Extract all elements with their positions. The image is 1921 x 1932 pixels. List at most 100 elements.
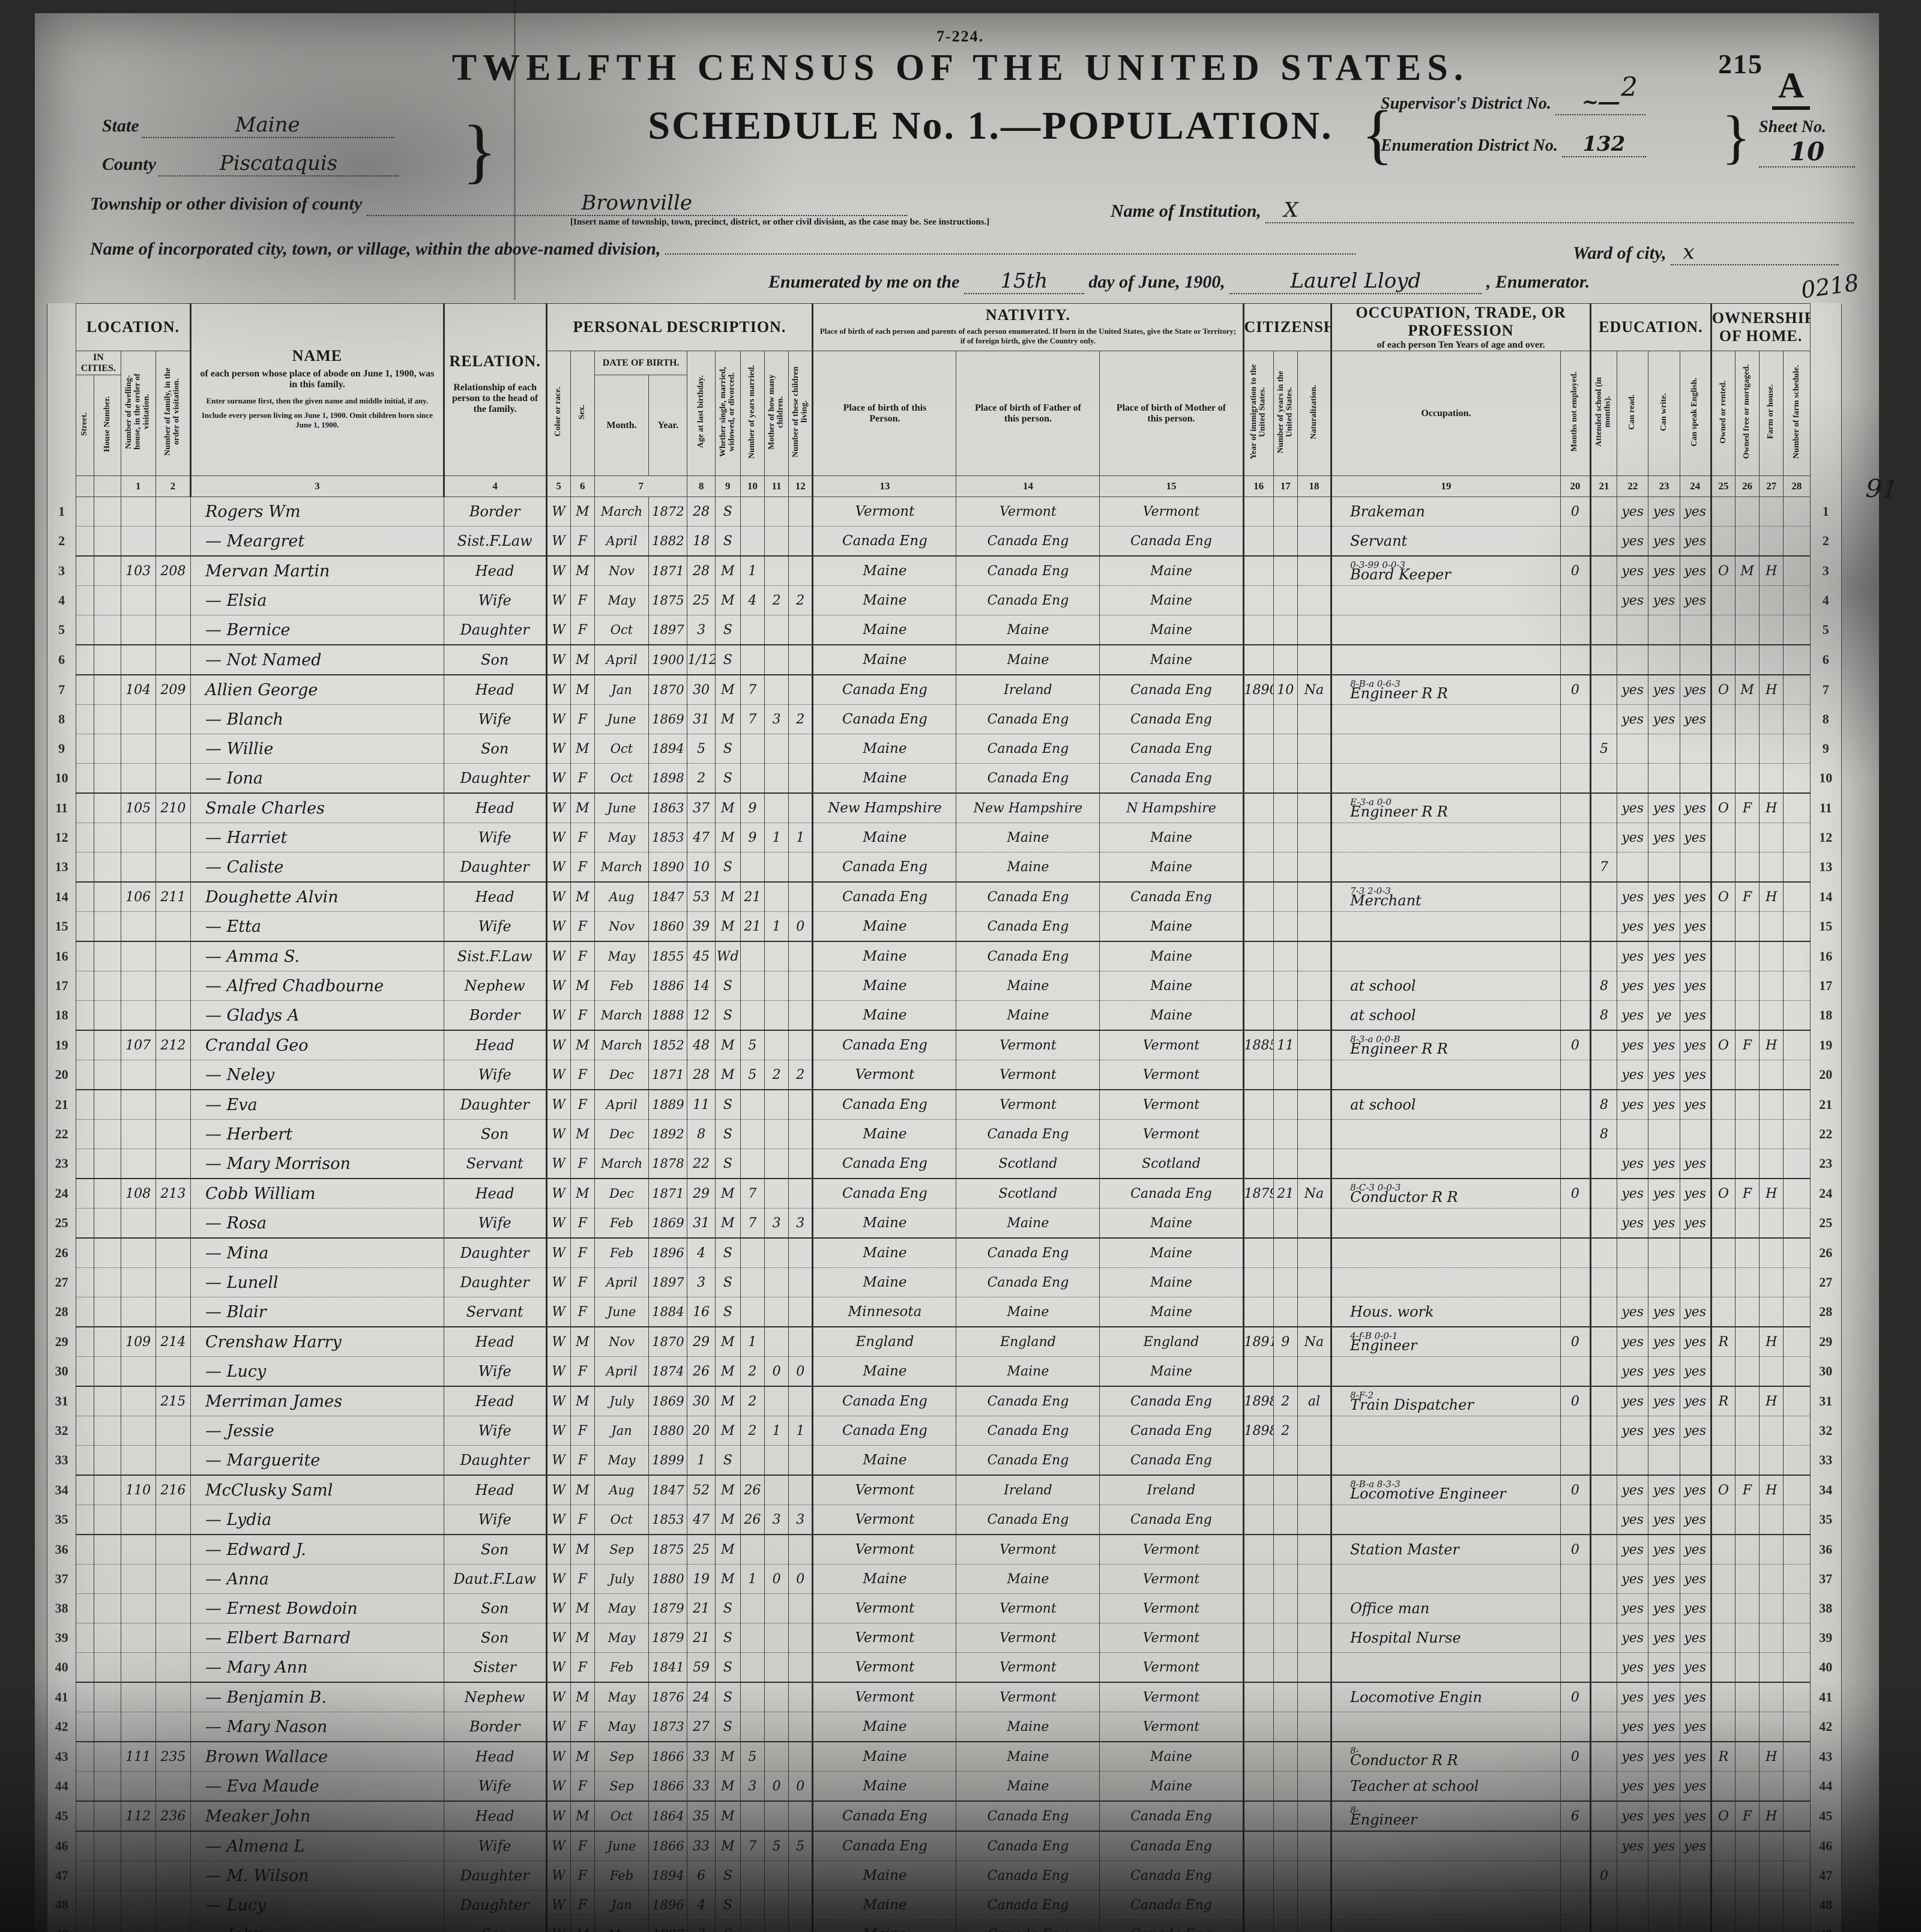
cell-marital: M [714, 792, 741, 823]
cell-yrs-married: 9 [740, 823, 765, 853]
cell-month: Dec [594, 1119, 650, 1149]
cell-marital: S [714, 1149, 741, 1179]
cell-living [788, 1652, 813, 1683]
cell-months-unemp [1560, 615, 1591, 645]
right-number-column-header [1809, 303, 1842, 497]
cell-pob: Maine [812, 1119, 957, 1149]
cell-family [155, 1593, 191, 1623]
cell-race: W [545, 1000, 571, 1031]
cell-name: — Eva [190, 1090, 444, 1120]
cell-pob: Maine [812, 763, 957, 794]
cell-mortgaged: M [1734, 555, 1760, 586]
row-number-right: 39 [1809, 1623, 1842, 1653]
cell-pob: Canada Eng [812, 674, 957, 705]
col-race: Color or race. [545, 351, 571, 476]
cell-year: 1875 [648, 1535, 688, 1565]
cell-relation: Daughter [443, 1238, 547, 1268]
cell-living [788, 941, 813, 971]
cell-naturalization [1297, 1712, 1332, 1742]
cell-sex: F [570, 704, 595, 734]
cell-year: 1894 [648, 1861, 688, 1891]
cell-pob: Canada Eng [812, 1030, 957, 1060]
cell-write [1648, 734, 1680, 764]
cell-sex: F [570, 1890, 595, 1920]
cell-imm-year [1242, 1475, 1274, 1505]
cell-sex: F [570, 1090, 595, 1120]
township-note: [Insert name of township, town, precinct… [570, 217, 990, 227]
cell-imm-year [1242, 1593, 1274, 1623]
cell-street [76, 1356, 95, 1387]
cell-farm-house [1759, 763, 1784, 794]
cell-farm-sched [1783, 645, 1811, 675]
cell-name: — Lydia [190, 1505, 444, 1535]
cell-house [94, 792, 121, 823]
cell-street [76, 1326, 95, 1357]
cell-sex: M [570, 645, 595, 675]
cell-name: — Elbert Barnard [190, 1623, 444, 1653]
cell-pob: Maine [812, 1445, 957, 1476]
row-number-left: 28 [46, 1297, 77, 1327]
cell-write: yes [1648, 1356, 1680, 1387]
cell-yrs-us [1273, 645, 1298, 675]
cell-dwelling [120, 734, 156, 764]
cell-race: W [545, 1060, 571, 1090]
cell-english: yes [1679, 1801, 1711, 1832]
cell-months-unemp [1560, 1445, 1591, 1476]
cell-school [1589, 881, 1618, 912]
institution-label: Name of Institution, [1111, 201, 1261, 221]
cell-occ: Teacher at school [1330, 1771, 1561, 1802]
cell-english: yes [1679, 1386, 1711, 1416]
cell-race: W [545, 823, 571, 853]
row-number-left: 12 [46, 823, 77, 853]
cell-yrs-us [1273, 911, 1298, 942]
cell-naturalization [1297, 1030, 1332, 1060]
cell-street [76, 1149, 95, 1179]
cell-months-unemp [1560, 1712, 1591, 1742]
cell-house [94, 1297, 121, 1327]
cell-month: Dec [594, 1178, 650, 1209]
cell-farm-sched [1783, 1060, 1811, 1090]
cell-house [94, 1801, 121, 1832]
cell-street [76, 881, 95, 912]
cell-farm-sched [1783, 1564, 1811, 1594]
cell-sex: M [570, 734, 595, 764]
cell-yrs-married [740, 497, 765, 527]
cell-street [76, 1652, 95, 1683]
cell-sex: M [570, 1535, 595, 1565]
row-number-left: 44 [46, 1771, 77, 1801]
cell-owned [1710, 911, 1736, 942]
cell-mother-of [764, 1861, 789, 1891]
cell-dwelling: 112 [120, 1801, 156, 1832]
cell-write [1648, 615, 1680, 645]
cell-yrs-us [1273, 941, 1298, 971]
cell-pob: Maine [812, 1208, 957, 1239]
cell-marital: M [714, 1505, 741, 1535]
cell-dwelling: 111 [120, 1741, 156, 1772]
cell-dwelling: 104 [120, 674, 156, 705]
cell-pob-father: Canada Eng [956, 1267, 1100, 1297]
cell-naturalization [1297, 1890, 1332, 1920]
institution-field: Name of Institution, X [1111, 198, 1854, 223]
row-number-right: 48 [1809, 1890, 1842, 1920]
row-number-right: 37 [1809, 1564, 1842, 1594]
cell-pob: Vermont [812, 1535, 957, 1565]
cell-farm-house [1759, 823, 1784, 853]
cell-mortgaged [1734, 1416, 1760, 1446]
cell-write: yes [1648, 1090, 1680, 1120]
cell-street [76, 1741, 95, 1772]
cell-school [1589, 792, 1618, 823]
cell-school [1589, 1386, 1618, 1416]
cell-pob: Maine [812, 941, 957, 971]
cell-month: May [594, 1445, 650, 1476]
cell-marital: S [714, 526, 741, 557]
cell-house [94, 1652, 121, 1683]
cell-month: April [594, 1356, 650, 1387]
cell-age: 37 [687, 792, 716, 823]
cell-sex: F [570, 911, 595, 942]
page-number: 215 [1718, 49, 1763, 79]
in-cities: IN CITIES. [76, 351, 121, 375]
cell-family [155, 1771, 191, 1802]
cell-pob-mother: Maine [1099, 1356, 1244, 1387]
cell-dwelling: 106 [120, 881, 156, 912]
district-block: Supervisor's District No. ~― Enumeration… [1381, 90, 1801, 174]
